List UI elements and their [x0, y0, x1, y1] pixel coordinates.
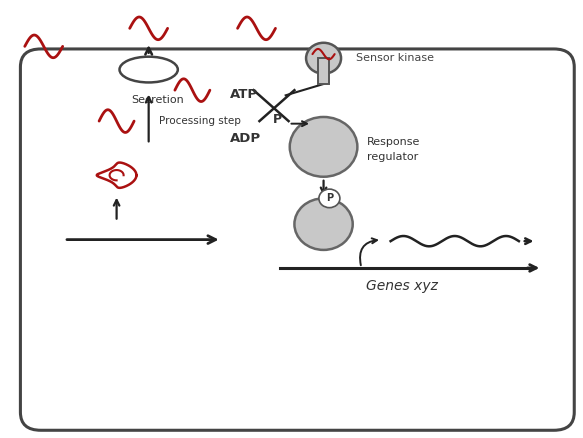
- Text: ATP: ATP: [230, 88, 258, 101]
- Text: Genes xyz: Genes xyz: [366, 279, 438, 293]
- Text: P: P: [273, 113, 282, 126]
- Text: Processing step: Processing step: [159, 116, 240, 126]
- Ellipse shape: [120, 57, 178, 82]
- Text: ADP: ADP: [230, 132, 261, 145]
- Bar: [318, 58, 329, 84]
- Circle shape: [294, 198, 353, 250]
- Circle shape: [290, 117, 357, 177]
- Circle shape: [306, 43, 341, 74]
- Text: P: P: [326, 194, 333, 203]
- FancyBboxPatch shape: [20, 49, 574, 430]
- Text: Response: Response: [367, 137, 421, 147]
- Text: regulator: regulator: [367, 152, 419, 162]
- Text: Sensor kinase: Sensor kinase: [356, 53, 434, 63]
- Text: Secretion: Secretion: [131, 95, 184, 105]
- Circle shape: [319, 189, 340, 208]
